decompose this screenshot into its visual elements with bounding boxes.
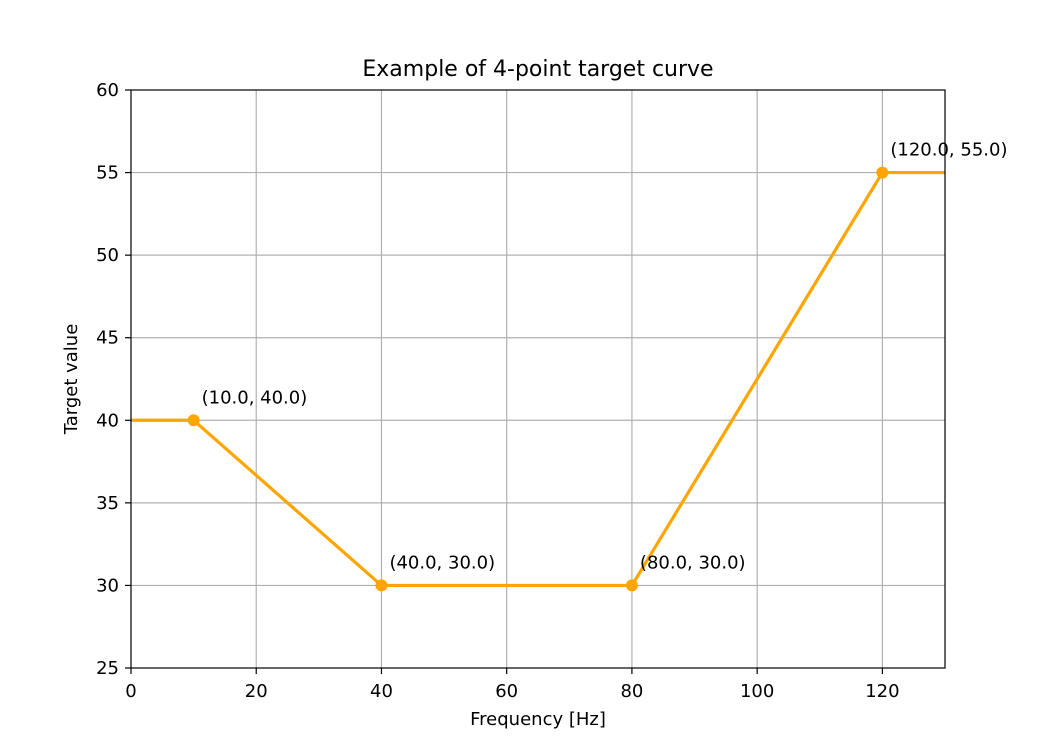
chart-title: Example of 4-point target curve — [362, 57, 713, 82]
y-tick-label: 45 — [96, 328, 119, 349]
data-point-marker — [375, 579, 388, 592]
data-point-label: (120.0, 55.0) — [890, 140, 1007, 161]
y-tick-label: 40 — [96, 410, 119, 431]
y-tick-label: 55 — [96, 163, 119, 184]
x-tick-label: 80 — [620, 681, 643, 702]
x-tick-label: 20 — [245, 681, 268, 702]
data-point-marker — [187, 414, 200, 427]
x-tick-label: 60 — [495, 681, 518, 702]
plot-frame — [130, 89, 946, 669]
series-group: (10.0, 40.0) (40.0, 30.0) (80.0, 30.0) (120… — [131, 140, 1007, 592]
y-tick-label: 35 — [96, 493, 119, 514]
x-tick-label: 0 — [125, 681, 136, 702]
x-tick-label: 40 — [370, 681, 393, 702]
x-tick-label: 120 — [865, 681, 899, 702]
data-point-label: (40.0, 30.0) — [389, 552, 495, 573]
data-point-label: (10.0, 40.0) — [202, 387, 308, 408]
y-tick-label: 60 — [96, 80, 119, 101]
y-axis-label: Target value — [61, 324, 82, 436]
y-tick-label: 25 — [96, 658, 119, 679]
x-tick-label: 100 — [740, 681, 774, 702]
data-point-label: (80.0, 30.0) — [640, 552, 746, 573]
data-point-marker — [876, 166, 889, 179]
y-tick-label: 30 — [96, 575, 119, 596]
ticks: 0 20 40 60 80 100 120 25 30 35 40 45 50 55 60 — [96, 80, 899, 702]
y-tick-label: 50 — [96, 245, 119, 266]
series-line — [131, 170, 945, 588]
x-axis-label: Frequency [Hz] — [470, 709, 606, 730]
data-point-marker — [625, 579, 638, 592]
axes-frame — [130, 89, 946, 669]
